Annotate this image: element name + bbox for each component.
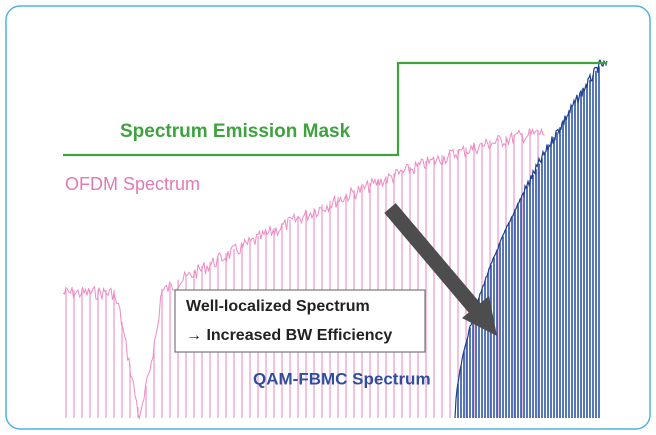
- mask-label: Spectrum Emission Mask: [120, 121, 351, 142]
- callout-box: [174, 289, 426, 353]
- fbmc-spectrum: [454, 59, 608, 419]
- fbmc-envelope: [454, 59, 608, 419]
- callout-line1: Well-localized Spectrum: [186, 298, 370, 315]
- ofdm-envelope: [62, 127, 545, 420]
- fbmc-label: QAM-FBMC Spectrum: [253, 369, 431, 388]
- arrow: [384, 203, 497, 336]
- emission-mask: [63, 61, 607, 157]
- callout-line2: → Increased BW Efficiency: [186, 327, 392, 344]
- arrow-head: [462, 296, 497, 336]
- fbmc-carriers: [457, 66, 600, 418]
- arrow-shaft: [384, 203, 484, 317]
- ofdm-label: OFDM Spectrum: [65, 174, 200, 194]
